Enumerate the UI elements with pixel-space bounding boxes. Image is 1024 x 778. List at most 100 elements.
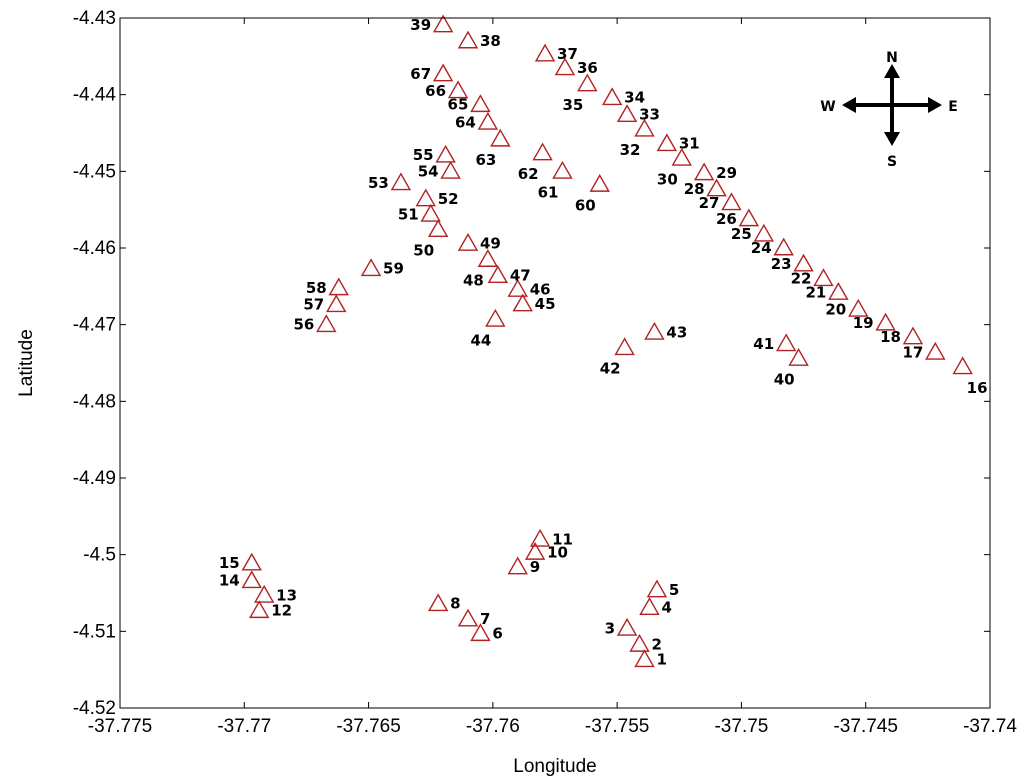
compass-south-label: S [887,154,897,170]
point-marker-triangle [420,203,441,222]
point-label: 3 [605,619,615,637]
point-label: 56 [293,316,314,334]
point-label: 21 [805,283,826,301]
point-marker-triangle [532,142,553,161]
point-label: 17 [902,343,923,361]
point-marker-triangle [435,144,456,163]
y-tick-label: -4.5 [83,545,116,566]
point-label: 41 [753,335,774,353]
point-label: 28 [684,180,705,198]
point-label: 59 [383,260,404,278]
point-marker-triangle [634,118,655,137]
x-tick-label: -37.75 [714,716,768,737]
point-marker-triangle [390,172,412,191]
point-marker-triangle [738,208,760,227]
point-labels: 1234567891011121314151617181920212223242… [219,16,988,669]
point-marker-triangle [671,147,692,166]
point-marker-triangle [507,556,528,575]
point-label: 48 [463,272,484,290]
point-label: 8 [450,595,460,613]
point-marker-triangle [490,128,511,147]
point-label: 43 [666,323,687,341]
point-marker-triangle [706,178,727,197]
point-marker-triangle [721,192,742,211]
point-label: 61 [538,183,559,201]
point-label: 40 [774,370,795,388]
point-label: 9 [530,558,540,576]
point-marker-triangle [457,608,479,627]
point-marker-triangle [524,541,546,560]
point-label: 25 [731,225,752,243]
point-marker-triangle [512,293,533,312]
point-marker-triangle [248,600,270,619]
point-label: 54 [418,162,439,180]
x-tick-label: -37.775 [88,716,152,737]
point-label: 67 [410,65,431,83]
point-marker-triangle [925,341,946,360]
x-tick-label: -37.745 [833,716,897,737]
point-marker-triangle [440,160,461,179]
point-label: 50 [413,242,434,260]
tick-labels: -37.775 -37.77 -37.765 -37.76 -37.755 -37.75 -… [73,8,1018,737]
y-tick-label: -4.46 [73,238,116,259]
point-label: 44 [470,331,491,349]
point-marker-triangle [328,277,349,296]
point-label: 64 [455,113,476,131]
point-label: 37 [557,45,578,63]
point-label: 12 [271,602,292,620]
point-label: 15 [219,554,240,572]
point-label: 23 [771,255,792,273]
point-marker-triangle [616,617,638,636]
east-arrow-icon [928,97,942,113]
point-marker-triangle [415,188,436,207]
point-marker-triangle [577,73,598,92]
point-label: 29 [716,164,737,182]
y-axis-title: Latitude [16,329,37,397]
point-marker-triangle [788,347,809,366]
point-label: 4 [661,599,671,617]
point-marker-triangle [457,232,479,251]
y-tick-label: -4.47 [73,315,116,336]
point-label: 42 [600,360,621,378]
point-label: 13 [276,586,297,604]
compass-north-label: N [886,50,898,66]
compass-rose: N S W E [820,50,958,170]
point-label: 31 [679,135,700,153]
point-label: 27 [699,194,720,212]
point-marker-triangle [432,63,454,82]
point-label: 33 [639,106,660,124]
point-label: 18 [880,328,901,346]
x-tick-label: -37.765 [336,716,400,737]
point-label: 7 [480,610,490,628]
point-marker-triangle [902,326,924,345]
point-label: 65 [448,96,469,114]
point-marker-triangle [646,579,668,598]
point-marker-triangle [554,57,576,76]
point-marker-triangle [432,14,454,33]
point-marker-triangle [775,333,797,352]
point-marker-triangle [601,87,623,106]
point-label: 39 [410,16,431,34]
y-tick-label: -4.52 [73,698,116,719]
point-label: 34 [624,89,645,107]
x-tick-label: -37.77 [217,716,271,737]
point-marker-triangle [813,268,834,287]
point-label: 2 [652,635,662,653]
x-tick-label: -37.74 [963,716,1017,737]
point-marker-triangle [552,160,573,179]
point-marker-triangle [629,633,650,652]
point-marker-triangle [241,570,262,589]
point-label: 52 [438,190,459,208]
point-marker-triangle [241,552,262,571]
point-marker-triangle [487,265,509,284]
point-label: 47 [510,267,531,285]
point-label: 35 [562,96,583,114]
point-label: 6 [492,625,502,643]
point-label: 32 [620,141,641,159]
point-label: 63 [475,151,496,169]
y-tick-label: -4.45 [73,161,116,182]
point-label: 16 [967,379,988,397]
point-label: 46 [530,280,551,298]
